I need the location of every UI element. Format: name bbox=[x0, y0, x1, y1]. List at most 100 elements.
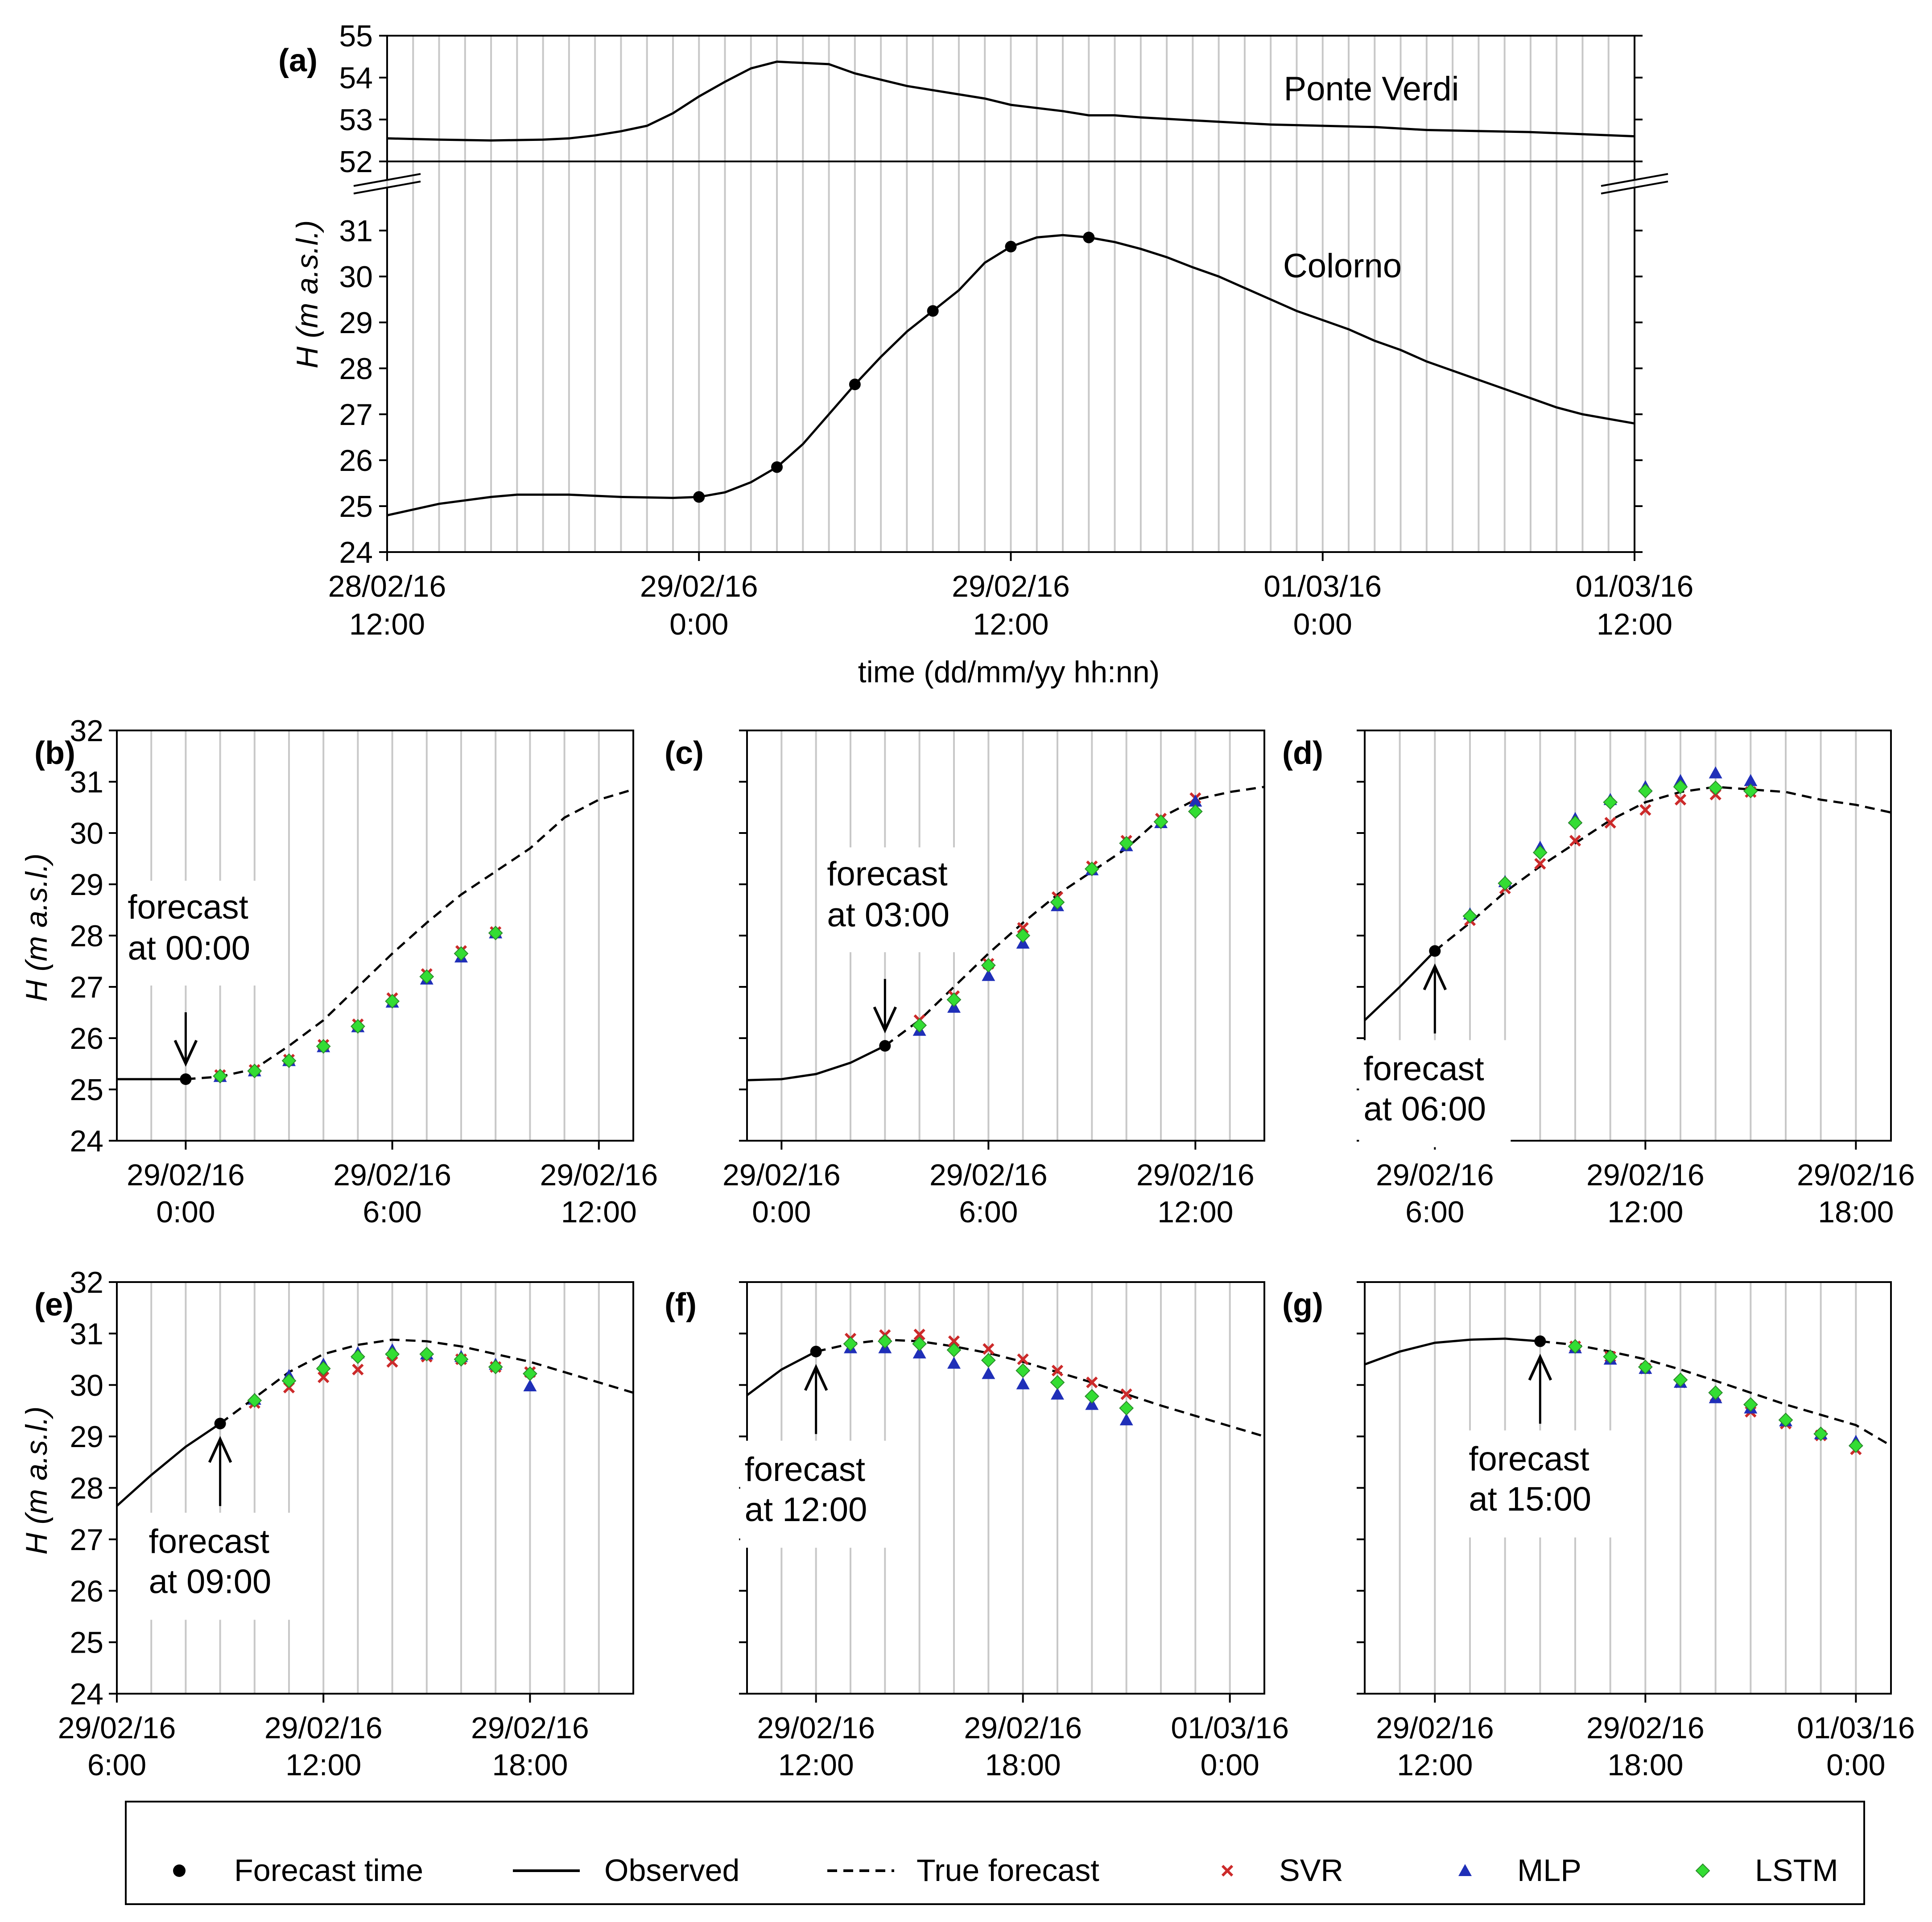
lstm-point-g bbox=[1673, 1372, 1688, 1387]
x-tick-date-b: 29/02/16 bbox=[127, 1158, 245, 1192]
x-tick-time-b: 0:00 bbox=[156, 1195, 215, 1229]
x-tick-date-d: 29/02/16 bbox=[1376, 1158, 1494, 1192]
y-tick-label-a-bottom: 31 bbox=[339, 214, 373, 248]
legend: Forecast time Observed True forecast SVR… bbox=[125, 1801, 1865, 1905]
x-tick-time-e: 6:00 bbox=[87, 1748, 146, 1782]
legend-observed-label: Observed bbox=[604, 1853, 739, 1888]
mlp-point-c bbox=[982, 969, 995, 981]
forecast-time-point-d bbox=[1429, 945, 1441, 957]
lstm-point-b bbox=[350, 1019, 365, 1034]
mlp-point-e bbox=[523, 1379, 537, 1392]
mlp-point-f bbox=[1085, 1398, 1099, 1410]
annotation-line2-e: at 09:00 bbox=[149, 1563, 272, 1600]
x-tick-date-g: 29/02/16 bbox=[1376, 1711, 1494, 1745]
y-tick-label-a-bottom: 30 bbox=[339, 260, 373, 294]
forecast-arrow-g-head bbox=[1528, 1353, 1552, 1381]
svr-point-d bbox=[1674, 794, 1687, 806]
x-tick-time-b: 6:00 bbox=[363, 1195, 421, 1229]
svr-point-e-stroke-2 bbox=[386, 1356, 398, 1368]
forecast-time-point bbox=[927, 305, 939, 317]
station-label-colorno: Colorno bbox=[1283, 247, 1402, 285]
panel-label-g: (g) bbox=[1282, 1287, 1323, 1323]
lstm-point-e bbox=[419, 1347, 434, 1361]
mlp-point-f bbox=[1016, 1377, 1030, 1390]
y-tick-label-a-top: 53 bbox=[339, 103, 373, 137]
y-tick-label-b: 28 bbox=[70, 919, 103, 953]
lstm-point-f bbox=[946, 1342, 962, 1357]
y-tick-label-e: 29 bbox=[70, 1420, 103, 1454]
x-tick-date-a: 01/03/16 bbox=[1576, 569, 1694, 603]
svr-point-e bbox=[352, 1364, 364, 1376]
annotation-line1-g: forecast bbox=[1469, 1440, 1589, 1478]
lstm-point-g bbox=[1813, 1426, 1829, 1441]
lstm-point-f bbox=[912, 1336, 927, 1351]
lstm-point-b bbox=[419, 969, 434, 984]
annotation-line1-c: forecast bbox=[827, 855, 947, 893]
legend-mlp-label: MLP bbox=[1517, 1853, 1581, 1888]
mlp-point-f bbox=[982, 1367, 995, 1379]
svr-point-f-stroke-2 bbox=[983, 1343, 995, 1355]
y-axis-label-e: H (m a.s.l.) bbox=[20, 1406, 54, 1555]
lstm-point-e bbox=[281, 1373, 297, 1388]
lstm-point-d bbox=[1743, 784, 1758, 799]
y-tick-label-b: 29 bbox=[70, 868, 103, 902]
panel-g: 29/02/1612:0029/02/1618:0001/03/160:00fo… bbox=[1282, 1281, 1915, 1782]
lstm-point-b bbox=[488, 925, 503, 940]
svr-point-c bbox=[1017, 922, 1029, 934]
annotation-bg-b bbox=[123, 881, 275, 986]
forecast-arrow-d-head bbox=[1423, 963, 1447, 990]
svr-point-d bbox=[1604, 817, 1616, 829]
lstm-point-c bbox=[912, 1018, 927, 1033]
y-tick-label-a-bottom: 27 bbox=[339, 398, 373, 432]
forecast-arrow-c bbox=[873, 979, 897, 1034]
axes-frame-e bbox=[116, 1281, 634, 1695]
x-tick-time-f: 18:00 bbox=[985, 1748, 1061, 1782]
lstm-point-e bbox=[522, 1366, 537, 1381]
svr-point-d-stroke-2 bbox=[1534, 858, 1546, 870]
legend-true-forecast-label: True forecast bbox=[916, 1853, 1099, 1888]
y-tick-label-e: 24 bbox=[70, 1677, 103, 1711]
y-tick-label-b: 24 bbox=[70, 1124, 103, 1158]
svr-point-f-stroke-2 bbox=[1086, 1376, 1098, 1389]
axes-frame-g bbox=[1364, 1281, 1892, 1695]
mlp-point-f bbox=[947, 1357, 961, 1369]
observed-line-c bbox=[747, 1045, 886, 1081]
legend-mlp-symbol bbox=[1458, 1864, 1472, 1876]
svr-point-d bbox=[1569, 835, 1581, 847]
forecast-arrow-c-head bbox=[873, 1006, 897, 1034]
panel-label-d: (d) bbox=[1282, 735, 1323, 771]
x-tick-date-d: 29/02/16 bbox=[1586, 1158, 1705, 1192]
lstm-point-d bbox=[1673, 780, 1688, 794]
y-tick-label-e: 27 bbox=[70, 1523, 103, 1557]
annotation-bg-d bbox=[1359, 1040, 1511, 1147]
lstm-point-f bbox=[981, 1353, 996, 1368]
y-tick-label-e: 25 bbox=[70, 1626, 103, 1660]
legend-svr-symbol bbox=[1221, 1864, 1234, 1877]
lstm-point-c bbox=[1084, 862, 1099, 876]
x-tick-time-a: 12:00 bbox=[973, 607, 1049, 641]
svr-point-f bbox=[983, 1343, 995, 1355]
panel-label-a: (a) bbox=[278, 43, 318, 78]
forecast-time-point bbox=[849, 379, 861, 391]
lstm-point-g bbox=[1638, 1359, 1653, 1374]
legend-lstm-marker bbox=[1695, 1863, 1710, 1878]
svr-point-d-stroke-2 bbox=[1639, 804, 1651, 816]
x-tick-time-d: 12:00 bbox=[1607, 1195, 1683, 1229]
lstm-point-d bbox=[1708, 780, 1723, 796]
x-tick-time-e: 12:00 bbox=[285, 1748, 361, 1782]
lstm-point-c bbox=[1188, 804, 1203, 819]
x-tick-date-a: 29/02/16 bbox=[640, 569, 758, 603]
forecast-arrow-d bbox=[1423, 963, 1447, 1034]
svr-point-d bbox=[1534, 858, 1546, 870]
panel-label-e: (e) bbox=[34, 1287, 74, 1323]
y-tick-label-b: 30 bbox=[70, 817, 103, 850]
legend-lstm-symbol bbox=[1695, 1863, 1710, 1878]
panel-label-c: (c) bbox=[665, 735, 704, 771]
svr-point-c-stroke-2 bbox=[1017, 922, 1029, 934]
x-tick-time-a: 12:00 bbox=[1597, 607, 1672, 641]
svr-point-f bbox=[1051, 1365, 1064, 1377]
x-tick-date-f: 29/02/16 bbox=[757, 1711, 875, 1745]
axes-frame-vertical-a bbox=[386, 36, 1635, 552]
forecast-time-point bbox=[1083, 231, 1095, 243]
lstm-point-b bbox=[316, 1039, 331, 1054]
